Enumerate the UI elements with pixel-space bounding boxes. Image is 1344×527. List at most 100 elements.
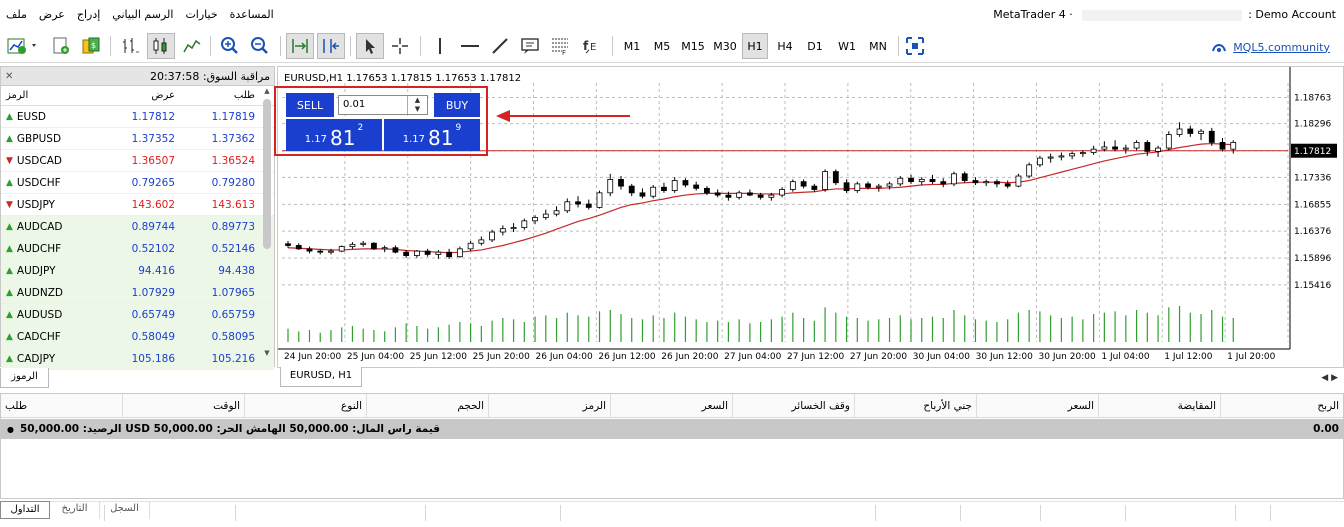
market-watch-row[interactable]: ▼ USDJPY 143.602 143.613 bbox=[1, 194, 274, 216]
col-profit[interactable]: الربح bbox=[1317, 400, 1339, 412]
col-ask-header[interactable]: طلب bbox=[233, 90, 255, 101]
line-chart-icon[interactable] bbox=[178, 33, 206, 59]
col-price[interactable]: السعر bbox=[977, 394, 1099, 417]
timeframe-m30[interactable]: M30 bbox=[713, 39, 737, 53]
col-ask[interactable]: طلب bbox=[1, 394, 123, 417]
col-stop-loss[interactable]: وقف الخسائر bbox=[733, 394, 855, 417]
arrow-up-icon: ▲ bbox=[6, 111, 13, 122]
candle-body bbox=[1155, 147, 1161, 152]
stepper-up-icon[interactable]: ▲ bbox=[414, 96, 421, 104]
market-watch-row[interactable]: ▲ AUDJPY 94.416 94.438 bbox=[1, 260, 274, 282]
market-watch-icon[interactable]: $ bbox=[78, 33, 104, 59]
timeframe-h1[interactable]: H1 bbox=[742, 33, 768, 59]
tab-history[interactable]: التاريخ bbox=[50, 501, 100, 519]
lot-stepper[interactable]: ▲ ▼ bbox=[407, 96, 427, 114]
tabs-scroll-icon[interactable]: ◀ ▶ bbox=[1321, 373, 1338, 383]
price-chart[interactable]: 1.187631.182961.178121.173361.168551.163… bbox=[278, 67, 1343, 367]
window-title-account: : Demo Account bbox=[1248, 8, 1336, 21]
scroll-up-icon[interactable]: ▲ bbox=[264, 87, 270, 95]
balance-row[interactable]: ● قيمة راس المال: 50,000.00 الهامش الحر:… bbox=[1, 419, 1344, 439]
menu-insert[interactable]: إدراج bbox=[76, 8, 101, 21]
autoscroll-icon[interactable] bbox=[286, 33, 314, 59]
market-watch-row[interactable]: ▲ AUDCHF 0.52102 0.52146 bbox=[1, 238, 274, 260]
market-watch-row[interactable]: ▲ AUDNZD 1.07929 1.07965 bbox=[1, 282, 274, 304]
timeframe-w1[interactable]: W1 bbox=[838, 39, 856, 53]
col-price-open[interactable]: السعر bbox=[611, 394, 733, 417]
market-watch-row[interactable]: ▲ GBPUSD 1.37352 1.37362 bbox=[1, 128, 274, 150]
market-watch-row[interactable]: ▲ AUDCAD 0.89744 0.89773 bbox=[1, 216, 274, 238]
new-chart-icon[interactable] bbox=[4, 33, 40, 59]
buy-button[interactable]: BUY bbox=[434, 93, 480, 117]
candle-body bbox=[854, 183, 861, 191]
zoom-in-icon[interactable] bbox=[216, 33, 244, 59]
col-swap[interactable]: المقايضة bbox=[1099, 394, 1221, 417]
buy-price-box[interactable]: 1.17 81 9 bbox=[384, 119, 480, 151]
horizontal-line-icon[interactable] bbox=[456, 33, 484, 59]
menu-view[interactable]: عرض bbox=[38, 8, 65, 21]
fibonacci-icon[interactable]: F bbox=[546, 33, 574, 59]
timeframe-m15[interactable]: M15 bbox=[681, 39, 705, 53]
scroll-down-icon[interactable]: ▼ bbox=[264, 349, 270, 357]
vertical-line-icon[interactable] bbox=[426, 33, 454, 59]
timeframe-h4[interactable]: H4 bbox=[777, 39, 793, 53]
lot-size-input[interactable]: 0.01 ▲ ▼ bbox=[338, 95, 428, 115]
col-type[interactable]: النوع bbox=[245, 394, 367, 417]
profiles-icon[interactable] bbox=[48, 33, 74, 59]
tab-journal[interactable]: السجل bbox=[100, 501, 150, 519]
market-watch-row[interactable]: ▲ USDCHF 0.79265 0.79280 bbox=[1, 172, 274, 194]
timeframe-m5[interactable]: M5 bbox=[653, 39, 671, 53]
bar-chart-icon[interactable] bbox=[116, 33, 144, 59]
price-tick-label: 1.18296 bbox=[1294, 120, 1331, 130]
col-volume[interactable]: الحجم bbox=[367, 394, 489, 417]
sell-button[interactable]: SELL bbox=[286, 93, 334, 117]
fullscreen-icon[interactable] bbox=[902, 33, 928, 59]
scroll-thumb[interactable] bbox=[263, 99, 271, 249]
sell-price-box[interactable]: 1.17 81 2 bbox=[286, 119, 382, 151]
ask-cell: 0.65759 bbox=[211, 308, 255, 321]
candle-body bbox=[693, 184, 700, 189]
candlestick-chart-icon[interactable] bbox=[147, 33, 175, 59]
candle-body bbox=[510, 227, 517, 230]
tab-chart-eurusd[interactable]: EURUSD, H1 bbox=[280, 367, 362, 387]
crosshair-icon[interactable] bbox=[386, 33, 414, 59]
symbol-name: CADCHF bbox=[16, 330, 61, 343]
menu-file[interactable]: ملف bbox=[6, 8, 27, 21]
candle-body bbox=[886, 183, 893, 187]
col-bid-header[interactable]: عرض bbox=[151, 90, 175, 101]
chart-window[interactable]: 1.187631.182961.178121.173361.168551.163… bbox=[277, 66, 1344, 368]
menu-charts[interactable]: الرسم البياني bbox=[112, 8, 174, 21]
col-take-profit[interactable]: جني الأرباح bbox=[855, 394, 977, 417]
zoom-out-icon[interactable] bbox=[246, 33, 274, 59]
menu-options[interactable]: خيارات bbox=[185, 8, 218, 21]
menu-help[interactable]: المساعدة bbox=[229, 8, 274, 21]
cursor-icon[interactable] bbox=[356, 33, 384, 59]
candle-body bbox=[628, 185, 635, 194]
bid-cell: 1.37352 bbox=[131, 132, 175, 145]
candle-body bbox=[811, 185, 818, 190]
col-symbol-header[interactable]: الرمز bbox=[6, 90, 29, 101]
market-watch-scrollbar[interactable]: ▲ ▼ bbox=[262, 87, 272, 357]
stepper-down-icon[interactable]: ▼ bbox=[414, 105, 421, 113]
col-time[interactable]: الوقت bbox=[123, 394, 245, 417]
trendline-icon[interactable] bbox=[486, 33, 514, 59]
mql5-link[interactable]: MQL5.community bbox=[1211, 39, 1330, 55]
market-watch-row[interactable]: ▲ EUSD 1.17812 1.17819 bbox=[1, 106, 274, 128]
candle-body bbox=[822, 171, 828, 190]
ask-cell: 143.613 bbox=[211, 198, 255, 211]
market-watch-row[interactable]: ▲ CADCHF 0.58049 0.58095 bbox=[1, 326, 274, 348]
market-watch-row[interactable]: ▼ USDCAD 1.36507 1.36524 bbox=[1, 150, 274, 172]
chart-shift-icon[interactable] bbox=[317, 33, 345, 59]
close-icon[interactable]: ✕ bbox=[5, 70, 14, 82]
timeframe-d1[interactable]: D1 bbox=[807, 39, 823, 53]
timeframe-mn[interactable]: MN bbox=[869, 39, 887, 53]
col-symbol[interactable]: الرمز bbox=[489, 394, 611, 417]
candle-body bbox=[532, 217, 538, 222]
tab-symbols[interactable]: الرموز bbox=[0, 368, 49, 388]
candle-body bbox=[1026, 164, 1033, 177]
timeframe-m1[interactable]: M1 bbox=[623, 39, 641, 53]
text-label-icon[interactable] bbox=[516, 33, 544, 59]
tab-trade[interactable]: التداول bbox=[0, 501, 50, 519]
market-watch-row[interactable]: ▲ AUDUSD 0.65749 0.65759 bbox=[1, 304, 274, 326]
market-watch-row[interactable]: ▲ CADJPY 105.186 105.216 bbox=[1, 348, 274, 370]
